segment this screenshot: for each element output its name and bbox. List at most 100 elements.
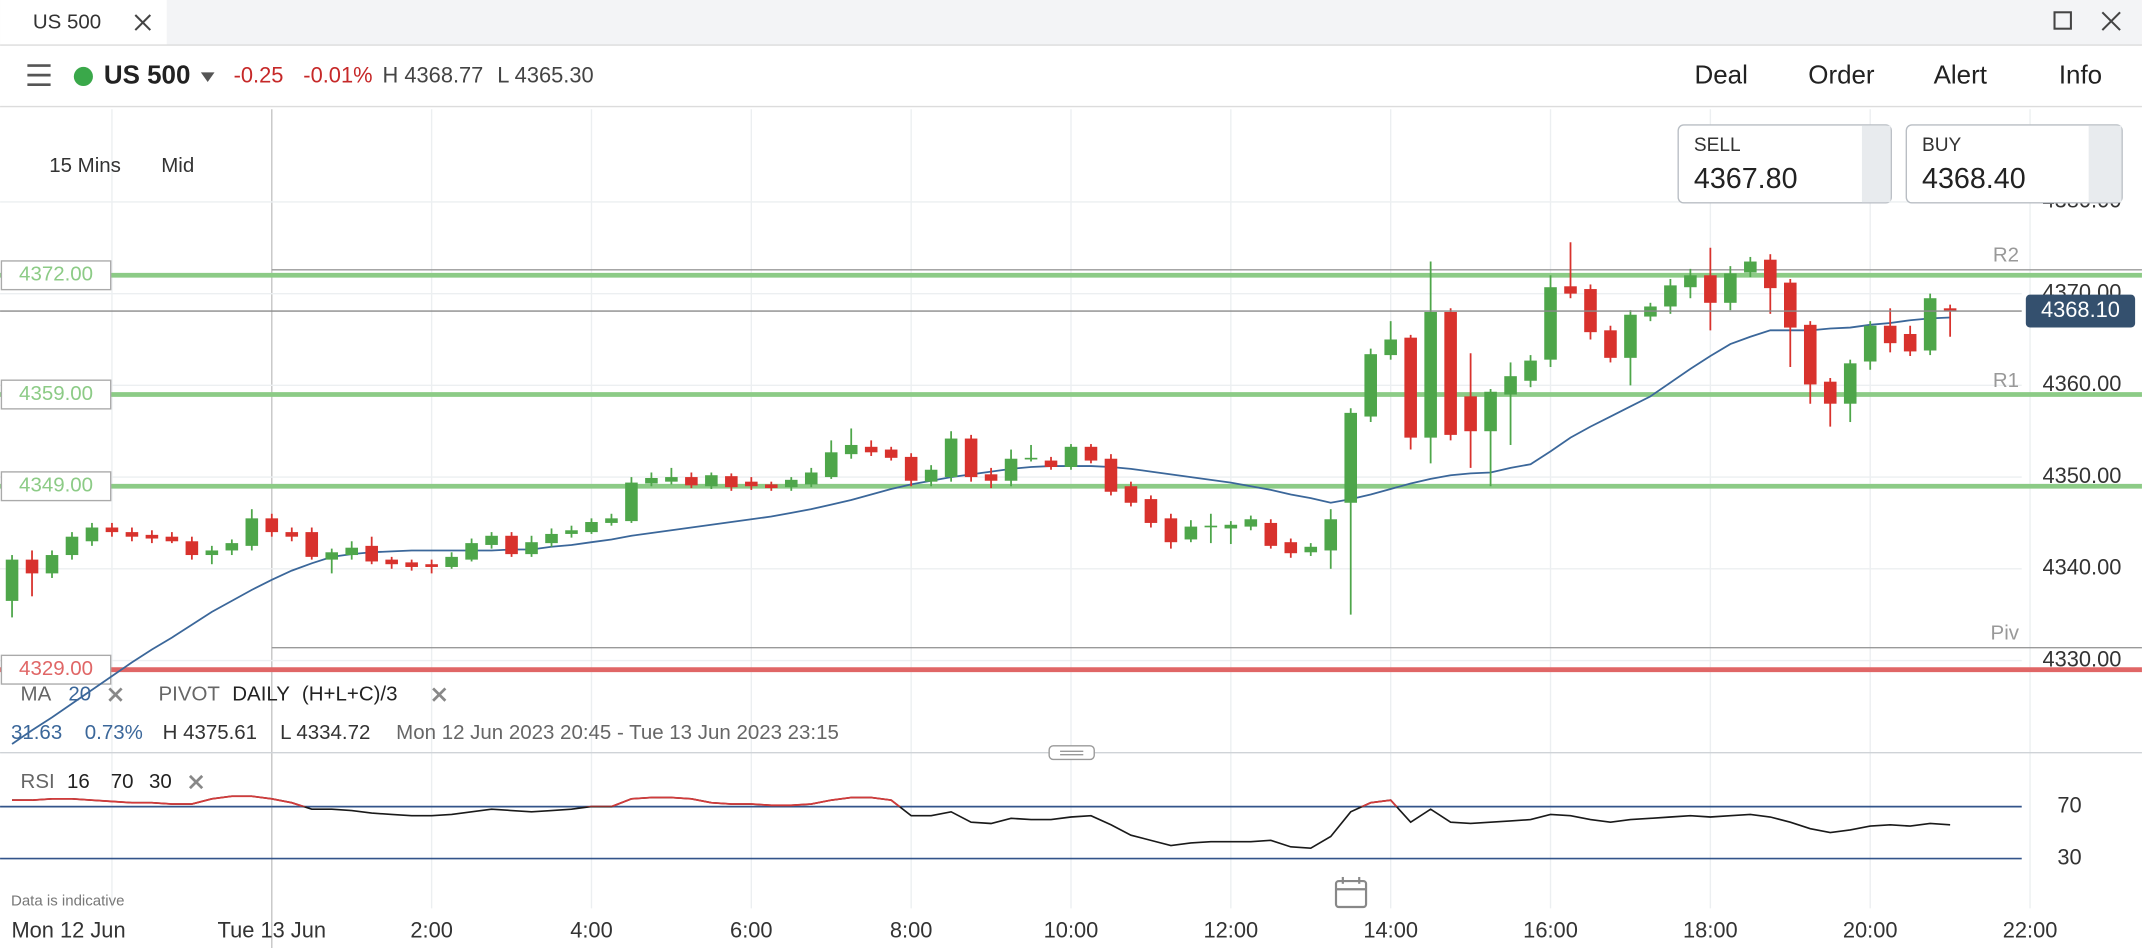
close-button[interactable] bbox=[2101, 11, 2121, 31]
menu-button[interactable] bbox=[27, 64, 51, 87]
range-high: H 4375.61 bbox=[163, 721, 257, 744]
candle-body bbox=[1724, 273, 1737, 303]
candle-body bbox=[1304, 546, 1318, 553]
candle-body bbox=[385, 559, 398, 565]
rsi-remove[interactable] bbox=[188, 774, 204, 790]
calendar-icon[interactable] bbox=[1334, 879, 1368, 909]
range-change: 31.63 bbox=[11, 721, 62, 744]
candle-body bbox=[1744, 261, 1757, 273]
candle-body bbox=[944, 438, 958, 478]
buy-price[interactable]: 4368.40 bbox=[1922, 163, 2026, 195]
rsi-tick-label: 30 bbox=[2057, 844, 2081, 869]
candle-body bbox=[465, 543, 478, 560]
candle-body bbox=[765, 484, 778, 489]
maximize-button[interactable] bbox=[2053, 11, 2072, 30]
candle-body bbox=[824, 452, 838, 478]
candle-body bbox=[285, 532, 299, 537]
info-button[interactable]: Info bbox=[2059, 61, 2102, 89]
x-tick-label: 18:00 bbox=[1683, 917, 1738, 942]
candle-body bbox=[1024, 457, 1038, 460]
candle-body bbox=[745, 481, 758, 487]
candle-body bbox=[1404, 337, 1417, 438]
x-tick-label: 22:00 bbox=[2003, 917, 2058, 942]
candle-body bbox=[1104, 458, 1118, 492]
candle-body bbox=[1224, 524, 1238, 529]
rsi-name[interactable]: RSI bbox=[21, 770, 55, 793]
candle-body bbox=[1084, 446, 1098, 461]
candle-body bbox=[1843, 363, 1857, 404]
candle-body bbox=[1624, 314, 1637, 358]
candle-body bbox=[1684, 275, 1697, 288]
ma-name[interactable]: MA bbox=[21, 683, 52, 706]
pivot-frequency[interactable]: DAILY bbox=[232, 683, 290, 706]
deal-button[interactable]: Deal bbox=[1695, 61, 1748, 89]
range-change-pct: 0.73% bbox=[85, 721, 143, 744]
pivot-name[interactable]: PIVOT bbox=[159, 683, 221, 706]
rsi-line bbox=[12, 795, 1951, 849]
candle-body bbox=[864, 446, 878, 453]
candle-body bbox=[505, 535, 518, 555]
order-button[interactable]: Order bbox=[1808, 61, 1875, 89]
pivot-label: R2 bbox=[1993, 244, 2019, 267]
ma-period[interactable]: 20 bbox=[68, 683, 91, 706]
x-tick-label: 14:00 bbox=[1363, 917, 1418, 942]
sell-label[interactable]: SELL bbox=[1694, 135, 1741, 156]
buy-box-strip bbox=[2088, 125, 2122, 203]
level-label: 4372.00 bbox=[19, 263, 93, 286]
candle-body bbox=[1604, 330, 1617, 358]
sell-box-frame[interactable] bbox=[1677, 124, 1892, 204]
candle-body bbox=[705, 475, 718, 487]
tab-title[interactable]: US 500 bbox=[33, 11, 101, 34]
ma-remove[interactable] bbox=[108, 687, 123, 702]
price-type-selector[interactable]: Mid bbox=[161, 154, 194, 177]
candle-body bbox=[1923, 298, 1937, 351]
buy-label[interactable]: BUY bbox=[1922, 135, 1962, 156]
sell-box[interactable]: SELL 4367.80 bbox=[1677, 124, 1892, 204]
market-status bbox=[73, 66, 93, 87]
pivot-remove[interactable] bbox=[432, 687, 447, 702]
rsi-upper[interactable]: 70 bbox=[111, 770, 134, 793]
candle-body bbox=[5, 559, 19, 601]
panel-resize-handle[interactable] bbox=[1048, 745, 1095, 761]
x-tick-label: Mon 12 Jun bbox=[11, 917, 125, 942]
rsi-lower[interactable]: 30 bbox=[149, 770, 172, 793]
buy-box-frame[interactable] bbox=[1905, 124, 2123, 204]
x-tick-label: 20:00 bbox=[1843, 917, 1898, 942]
candle-body bbox=[485, 535, 498, 545]
level-label-box bbox=[0, 654, 112, 685]
candle-body bbox=[565, 530, 578, 534]
candle-body bbox=[1524, 360, 1537, 381]
candle-body bbox=[45, 555, 59, 574]
price-chart: Mon 12 Jun Tue 13 Jun 2:00 4:00 6:00 8:00 10:0… bbox=[0, 109, 2142, 948]
candle-body bbox=[1424, 311, 1437, 438]
candle-body bbox=[425, 564, 438, 567]
candle-body bbox=[365, 545, 378, 562]
instrument-dropdown[interactable] bbox=[200, 72, 215, 82]
x-tick-label: 10:00 bbox=[1044, 917, 1099, 942]
instrument-name[interactable]: US 500 bbox=[104, 61, 191, 89]
rsi-period[interactable]: 16 bbox=[67, 770, 90, 793]
sell-price[interactable]: 4367.80 bbox=[1694, 163, 1798, 195]
candle-body bbox=[725, 476, 738, 488]
tab-close[interactable] bbox=[134, 14, 152, 31]
interval-selector[interactable]: 15 Mins bbox=[49, 154, 121, 177]
candle-body bbox=[125, 532, 139, 537]
candle-body bbox=[904, 456, 918, 481]
candle-body bbox=[405, 562, 418, 567]
candle-body bbox=[545, 533, 558, 544]
candle-body bbox=[1823, 381, 1837, 404]
candle-body bbox=[1184, 526, 1198, 540]
candle-body bbox=[1204, 525, 1218, 528]
buy-box[interactable]: BUY 4368.40 bbox=[1905, 124, 2123, 204]
candle-body bbox=[1863, 325, 1877, 362]
candle-body bbox=[1044, 460, 1058, 467]
alert-button[interactable]: Alert bbox=[1934, 61, 1988, 89]
tab[interactable] bbox=[0, 0, 167, 46]
calendar-button[interactable] bbox=[1334, 876, 1368, 909]
candle-body bbox=[884, 449, 898, 458]
price-change-pct: -0.01% bbox=[303, 62, 372, 87]
pivot-formula[interactable]: (H+L+C)/3 bbox=[302, 683, 398, 706]
candle-body bbox=[245, 518, 259, 546]
